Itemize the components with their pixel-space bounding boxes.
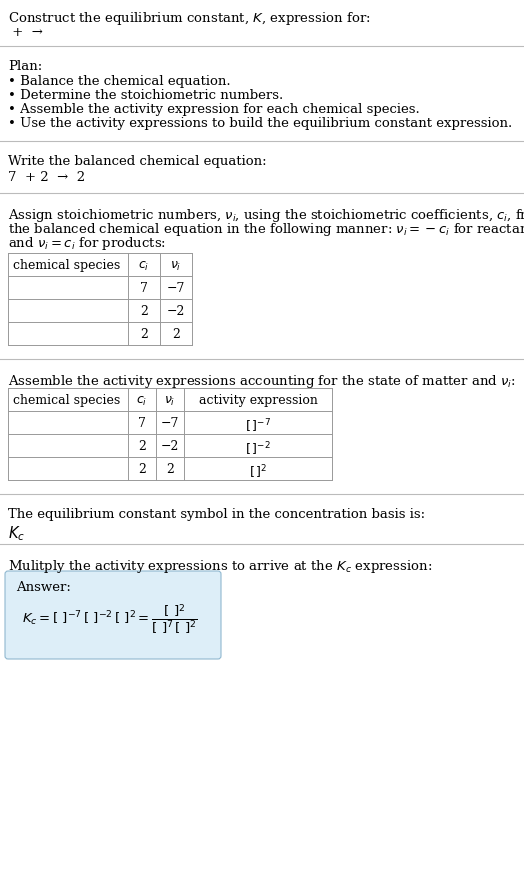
Text: the balanced chemical equation in the following manner: $\nu_i = -c_i$ for react: the balanced chemical equation in the fo… <box>8 221 524 238</box>
Text: Answer:: Answer: <box>16 581 71 594</box>
Text: • Balance the chemical equation.: • Balance the chemical equation. <box>8 75 231 88</box>
Text: +  →: + → <box>8 26 47 39</box>
Text: 2: 2 <box>138 463 146 477</box>
Text: $[\,]^{2}$: $[\,]^{2}$ <box>249 463 267 481</box>
Text: The equilibrium constant symbol in the concentration basis is:: The equilibrium constant symbol in the c… <box>8 508 425 521</box>
Text: Write the balanced chemical equation:: Write the balanced chemical equation: <box>8 155 267 168</box>
Text: $\nu_i$: $\nu_i$ <box>170 260 182 272</box>
Text: Assign stoichiometric numbers, $\nu_i$, using the stoichiometric coefficients, $: Assign stoichiometric numbers, $\nu_i$, … <box>8 207 524 224</box>
Text: $c_i$: $c_i$ <box>138 260 150 272</box>
Text: 2: 2 <box>172 329 180 341</box>
Text: −7: −7 <box>167 282 185 296</box>
Text: 2: 2 <box>166 463 174 477</box>
Text: activity expression: activity expression <box>199 395 318 407</box>
Text: • Assemble the activity expression for each chemical species.: • Assemble the activity expression for e… <box>8 103 420 116</box>
Text: 7  + 2  →  2: 7 + 2 → 2 <box>8 171 90 184</box>
Text: $[\,]^{-2}$: $[\,]^{-2}$ <box>245 440 271 458</box>
Text: Assemble the activity expressions accounting for the state of matter and $\nu_i$: Assemble the activity expressions accoun… <box>8 373 516 390</box>
Text: $c_i$: $c_i$ <box>136 395 148 407</box>
Text: 7: 7 <box>140 282 148 296</box>
Text: and $\nu_i = c_i$ for products:: and $\nu_i = c_i$ for products: <box>8 235 166 252</box>
Text: $[\,]^{-7}$: $[\,]^{-7}$ <box>245 417 271 435</box>
FancyBboxPatch shape <box>5 571 221 659</box>
Text: • Determine the stoichiometric numbers.: • Determine the stoichiometric numbers. <box>8 89 283 102</box>
Text: chemical species: chemical species <box>13 395 120 407</box>
Text: • Use the activity expressions to build the equilibrium constant expression.: • Use the activity expressions to build … <box>8 117 512 130</box>
Text: −2: −2 <box>161 440 179 454</box>
Text: 7: 7 <box>138 417 146 430</box>
Text: $K_c = [\ ]^{-7}\,[\ ]^{-2}\,[\ ]^{2} = \dfrac{[\ ]^{2}}{[\ ]^{7}\,[\ ]^{2}}$: $K_c = [\ ]^{-7}\,[\ ]^{-2}\,[\ ]^{2} = … <box>22 602 198 636</box>
Text: chemical species: chemical species <box>13 260 120 272</box>
Text: 2: 2 <box>140 305 148 319</box>
Text: Construct the equilibrium constant, $K$, expression for:: Construct the equilibrium constant, $K$,… <box>8 10 370 27</box>
Text: −2: −2 <box>167 305 185 319</box>
Text: $K_c$: $K_c$ <box>8 524 25 543</box>
Text: Plan:: Plan: <box>8 60 42 73</box>
Text: −7: −7 <box>161 417 179 430</box>
Text: 2: 2 <box>138 440 146 454</box>
Text: 2: 2 <box>140 329 148 341</box>
Text: $\nu_i$: $\nu_i$ <box>165 395 176 407</box>
Text: Mulitply the activity expressions to arrive at the $K_c$ expression:: Mulitply the activity expressions to arr… <box>8 558 432 575</box>
